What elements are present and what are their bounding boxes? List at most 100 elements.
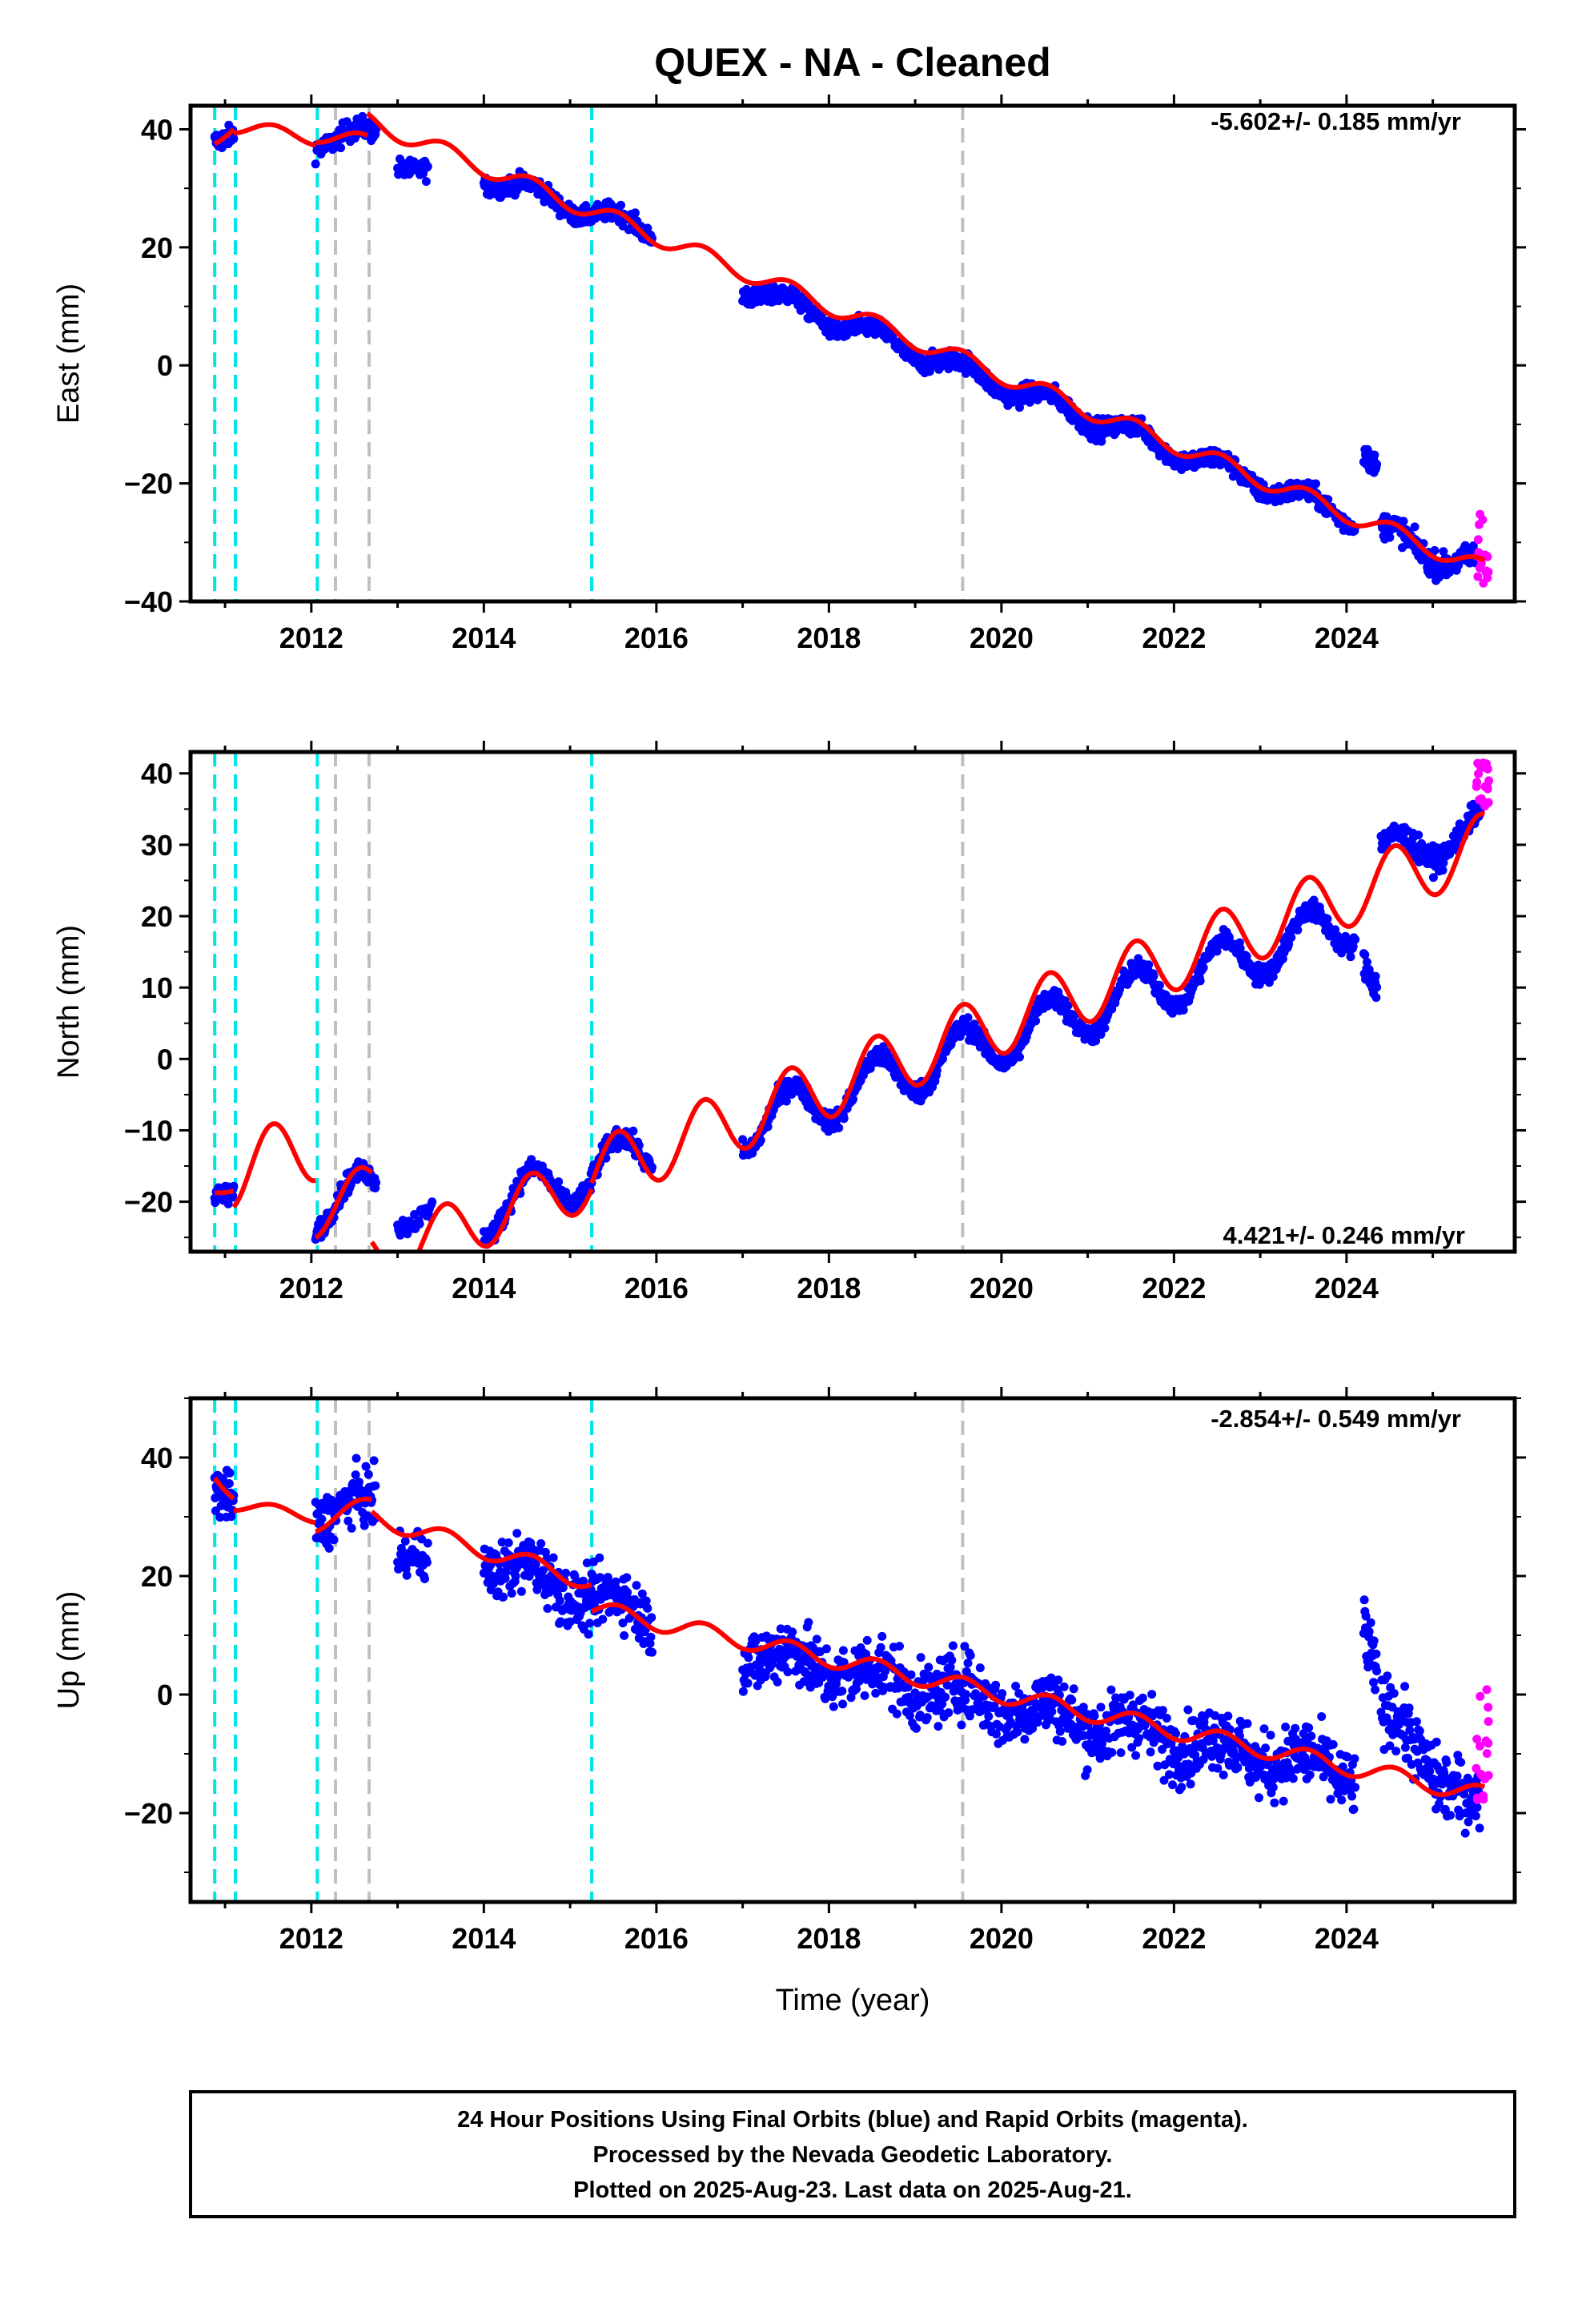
data-point	[548, 1553, 558, 1562]
data-point	[812, 1634, 821, 1644]
data-point	[1095, 1754, 1105, 1763]
rapid-point	[1474, 769, 1484, 778]
data-point	[224, 1479, 234, 1488]
data-point	[648, 1163, 656, 1172]
rapid-point	[1482, 1749, 1492, 1759]
data-point	[507, 1589, 516, 1598]
model-curve	[590, 1602, 1486, 1798]
plot-area	[210, 106, 1493, 601]
data-point	[1328, 1739, 1338, 1749]
data-point	[1158, 1706, 1167, 1715]
data-point	[630, 208, 640, 218]
data-point	[744, 1653, 753, 1663]
data-point	[536, 1539, 546, 1548]
data-point	[1293, 925, 1303, 935]
data-point	[1440, 1804, 1450, 1814]
data-point	[369, 1456, 379, 1466]
rapid-point	[1476, 794, 1486, 803]
data-point	[895, 1642, 904, 1651]
data-point	[1266, 1731, 1275, 1740]
data-point	[1015, 1052, 1024, 1062]
x-tick-label: 2012	[279, 621, 343, 654]
rapid-point	[1476, 762, 1485, 771]
data-point	[1219, 1770, 1228, 1779]
data-point	[371, 125, 381, 135]
data-point	[903, 1683, 913, 1692]
data-point	[1435, 1799, 1443, 1808]
data-point	[637, 1589, 647, 1598]
data-point	[556, 1617, 565, 1626]
data-point	[1146, 1747, 1155, 1757]
model-curve	[369, 1170, 594, 1252]
data-point	[1359, 1595, 1369, 1605]
data-point	[916, 1653, 926, 1663]
data-point	[1106, 1685, 1116, 1695]
data-point	[1090, 1711, 1099, 1721]
data-point	[1213, 1763, 1223, 1773]
data-point	[554, 1177, 564, 1187]
panel-frame	[188, 103, 1517, 604]
rapid-point	[1480, 1774, 1490, 1783]
data-point	[821, 1644, 831, 1654]
east-panel: 2012 2014 2016 2018 2020 2022 2024−40−2002040E…	[52, 94, 1526, 654]
data-point	[769, 281, 778, 291]
data-point	[361, 1462, 371, 1471]
data-point	[934, 1722, 943, 1731]
x-tick-label: 2018	[797, 1272, 861, 1305]
data-point	[876, 1642, 885, 1652]
data-point	[1096, 1030, 1106, 1039]
rapid-point	[1484, 1717, 1493, 1727]
rapid-point	[1472, 1793, 1482, 1803]
data-point	[781, 1096, 791, 1106]
rapid-point	[1482, 1685, 1492, 1695]
data-point	[938, 1699, 947, 1709]
data-point	[1475, 1823, 1484, 1833]
rapid-point	[1472, 1735, 1482, 1744]
data-point	[924, 1663, 934, 1672]
data-point	[402, 1570, 412, 1580]
data-point	[1346, 952, 1355, 962]
data-point	[1268, 1783, 1278, 1792]
rapid-point	[1472, 778, 1482, 787]
data-point	[960, 1642, 970, 1651]
data-point	[423, 1538, 432, 1548]
data-point	[1363, 957, 1371, 967]
model-curve	[589, 811, 1485, 1184]
model-curve	[315, 130, 368, 145]
y-axis-label: East (mm)	[52, 283, 86, 424]
panel-frame	[188, 1396, 1517, 1904]
data-point	[1403, 1753, 1412, 1763]
data-point	[963, 1659, 973, 1668]
data-point	[1013, 1727, 1022, 1737]
data-point	[1404, 1703, 1414, 1713]
data-point	[223, 1199, 233, 1208]
data-point	[641, 1596, 651, 1606]
data-point	[1261, 1743, 1271, 1753]
data-point	[1431, 1737, 1441, 1747]
data-point	[1464, 1817, 1473, 1827]
data-point	[944, 1708, 954, 1718]
data-point	[941, 1692, 950, 1702]
data-point	[860, 1691, 869, 1700]
data-point	[512, 1529, 522, 1538]
data-point	[1372, 460, 1382, 469]
rapid-point	[1473, 572, 1483, 581]
data-point	[1391, 1747, 1401, 1756]
rapid-point	[1484, 776, 1494, 786]
data-point	[1087, 1748, 1097, 1758]
data-point	[1399, 517, 1408, 526]
data-point	[1417, 842, 1427, 851]
data-point	[585, 1618, 595, 1628]
model-curve	[212, 1476, 235, 1501]
data-point	[865, 1063, 875, 1073]
data-point	[516, 1586, 526, 1596]
x-tick-label: 2020	[970, 621, 1034, 654]
data-point	[1107, 1747, 1117, 1757]
x-tick-label: 2012	[279, 1272, 343, 1305]
data-point	[991, 1680, 1001, 1690]
data-point	[1011, 1682, 1021, 1691]
data-point	[1116, 1748, 1126, 1758]
data-point	[829, 1702, 838, 1711]
data-point	[359, 1521, 369, 1530]
data-point	[595, 1553, 604, 1562]
